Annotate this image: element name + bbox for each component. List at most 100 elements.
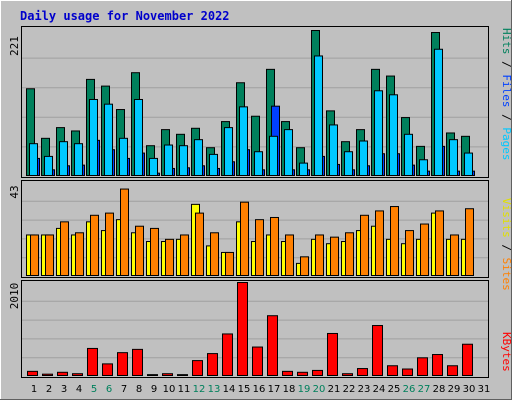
bar-kbytes-day-29: [447, 365, 458, 376]
bar-sites-day-14: [225, 251, 234, 277]
bar-pages-day-1: [29, 143, 38, 176]
bar-kbytes-day-12: [192, 360, 203, 376]
bar-kbytes-day-22: [342, 373, 353, 377]
bar-sites-day-26: [405, 230, 414, 276]
day-label-26: 26: [403, 384, 416, 395]
day-label-10: 10: [163, 384, 176, 395]
visits-ymax-label: 43: [8, 185, 21, 198]
bar-pages-day-17: [269, 135, 278, 176]
bar-pages-day-3: [59, 141, 68, 176]
bar-kbytes-day-4: [72, 373, 83, 377]
bar-kbytes-day-6: [102, 363, 113, 377]
bar-kbytes-day-30: [462, 343, 473, 377]
day-label-24: 24: [373, 384, 386, 395]
day-label-31: 31: [478, 384, 491, 395]
bar-sites-day-23: [360, 214, 369, 276]
bar-pages-day-20: [314, 55, 323, 176]
bar-sites-day-8: [135, 225, 144, 276]
day-label-9: 9: [151, 384, 157, 395]
day-label-18: 18: [283, 384, 296, 395]
bar-kbytes-day-24: [372, 325, 383, 376]
bars: [26, 30, 475, 377]
day-label-6: 6: [106, 384, 112, 395]
bar-sites-day-28: [435, 210, 444, 277]
bar-kbytes-day-21: [327, 332, 338, 377]
bar-pages-day-7: [119, 137, 128, 176]
bar-pages-day-18: [284, 129, 293, 177]
day-label-11: 11: [178, 384, 191, 395]
bar-sites-day-24: [375, 210, 384, 277]
bar-pages-day-30: [464, 152, 473, 176]
bar-sites-day-5: [90, 214, 99, 276]
bar-sites-day-3: [60, 221, 69, 276]
day-label-19: 19: [298, 384, 311, 395]
day-label-8: 8: [136, 384, 142, 395]
day-label-25: 25: [388, 384, 401, 395]
day-label-22: 22: [343, 384, 356, 395]
bar-sites-day-17: [270, 216, 279, 276]
bar-pages-day-28: [434, 48, 443, 177]
bar-kbytes-day-8: [132, 348, 143, 376]
bar-pages-day-24: [374, 90, 383, 176]
bar-kbytes-day-11: [177, 374, 188, 377]
bar-sites-day-1: [30, 234, 39, 277]
day-label-4: 4: [76, 384, 82, 395]
day-label-20: 20: [313, 384, 326, 395]
bar-pages-day-4: [74, 143, 83, 176]
day-label-7: 7: [121, 384, 127, 395]
legend-visits-sites: Visits / Sites: [500, 198, 512, 291]
bar-pages-day-5: [89, 98, 98, 176]
legend-hits-files-pages: Hits / Files / Pages: [500, 28, 512, 161]
day-label-16: 16: [253, 384, 266, 395]
legend-slash-3: /: [500, 244, 512, 251]
legend-slash-2: /: [500, 114, 512, 121]
bar-kbytes-day-27: [417, 357, 428, 376]
bar-pages-day-14: [224, 127, 233, 176]
bar-kbytes-day-3: [57, 371, 68, 377]
bar-sites-day-11: [180, 234, 189, 277]
bar-pages-day-10: [164, 144, 173, 176]
bar-pages-day-23: [359, 140, 368, 177]
bar-pages-day-15: [239, 106, 248, 176]
legend-kbytes-wrap: KBytes: [500, 332, 512, 372]
chart-title: Daily usage for November 2022: [20, 9, 230, 23]
bar-sites-day-15: [240, 201, 249, 277]
bar-kbytes-day-15: [237, 282, 248, 376]
bar-sites-day-13: [210, 232, 219, 276]
bar-pages-day-21: [329, 124, 338, 176]
bar-pages-day-8: [134, 98, 143, 176]
hits-ymax-label: 221: [8, 36, 21, 56]
bar-kbytes-day-18: [282, 370, 293, 376]
legend-visits: Visits: [500, 198, 512, 238]
bar-sites-day-30: [465, 208, 474, 276]
bar-kbytes-day-28: [432, 354, 443, 376]
bar-pages-day-11: [179, 145, 188, 176]
bar-sites-day-18: [285, 234, 294, 277]
day-label-29: 29: [448, 384, 461, 395]
bar-pages-day-16: [254, 151, 263, 177]
day-label-3: 3: [61, 384, 67, 395]
bar-kbytes-day-19: [297, 371, 308, 377]
legend-sites: Sites: [500, 258, 512, 291]
bar-sites-day-25: [390, 206, 399, 276]
bar-kbytes-day-10: [162, 373, 173, 377]
day-label-21: 21: [328, 384, 341, 395]
legend-kbytes: KBytes: [500, 332, 512, 372]
day-label-2: 2: [46, 384, 52, 395]
day-label-15: 15: [238, 384, 251, 395]
bar-kbytes-day-14: [222, 333, 233, 376]
day-label-28: 28: [433, 384, 446, 395]
bar-sites-day-22: [345, 232, 354, 276]
bar-sites-day-2: [45, 234, 54, 277]
legend-pages: Pages: [500, 127, 512, 160]
bar-pages-day-26: [404, 133, 413, 176]
bar-sites-day-9: [150, 227, 159, 277]
day-label-27: 27: [418, 384, 431, 395]
kbytes-ymax-label: 2010: [8, 283, 21, 310]
bar-kbytes-day-1: [27, 370, 38, 376]
day-label-23: 23: [358, 384, 371, 395]
day-label-1: 1: [31, 384, 37, 395]
legend-files: Files: [500, 74, 512, 107]
day-label-17: 17: [268, 384, 281, 395]
